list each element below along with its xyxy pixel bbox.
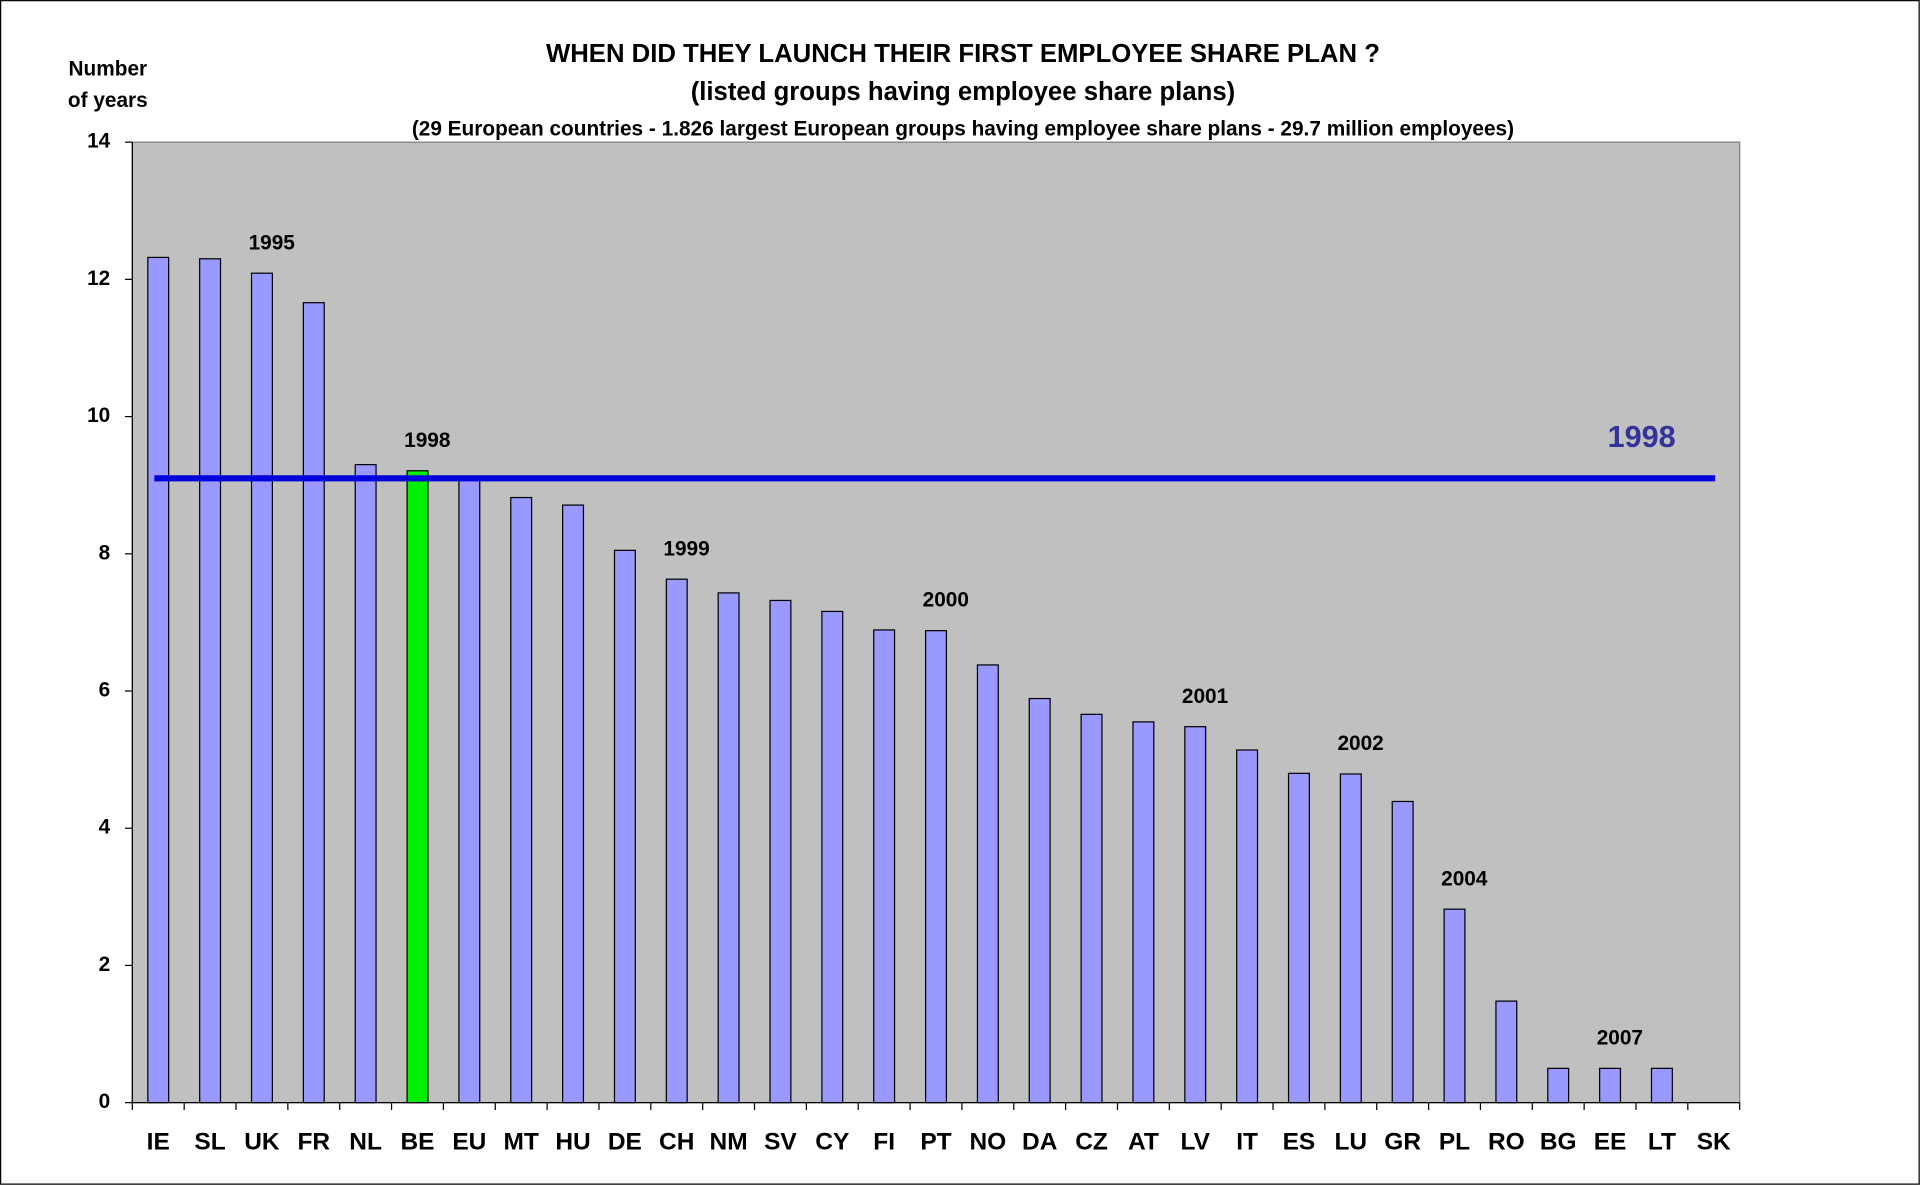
bar (250, 272, 273, 1104)
bar (769, 599, 792, 1104)
annotation: 2001 (1182, 685, 1228, 708)
annotation: 1999 (663, 537, 709, 560)
chart-subtitle: (29 European countries - 1.826 largest E… (412, 117, 1514, 140)
chart-title: (listed groups having employee share pla… (691, 78, 1236, 106)
y-tick-label: 8 (99, 541, 111, 564)
x-tick-label: GR (1384, 1129, 1421, 1156)
x-tick-label: LV (1181, 1129, 1211, 1156)
bar (1236, 749, 1259, 1104)
x-tick-label: BG (1540, 1129, 1577, 1156)
x-tick-label: PL (1439, 1129, 1470, 1156)
x-tick-label: SL (194, 1129, 225, 1156)
y-tick-label: 6 (99, 679, 111, 702)
x-tick-label: NL (349, 1129, 382, 1156)
bar (1287, 772, 1310, 1104)
x-tick-label: LU (1334, 1129, 1367, 1156)
bar (1339, 773, 1362, 1104)
x-tick-label: NM (710, 1129, 748, 1156)
bar (1028, 697, 1051, 1104)
x-tick-label: IT (1236, 1129, 1258, 1156)
bar (665, 578, 688, 1104)
bar (1391, 800, 1414, 1104)
y-tick-label: 14 (87, 130, 111, 153)
x-tick-label: RO (1488, 1129, 1525, 1156)
bar (976, 664, 999, 1104)
y-tick-label: 4 (99, 816, 111, 839)
bar (717, 592, 740, 1104)
annotation: 2002 (1337, 732, 1383, 755)
bar (406, 470, 429, 1104)
x-tick-label: AT (1128, 1129, 1159, 1156)
bar (924, 630, 948, 1104)
y-tick-label: 10 (87, 404, 110, 427)
x-tick-label: DE (608, 1129, 642, 1156)
y-tick-label: 0 (99, 1090, 111, 1113)
annotation: 1995 (249, 231, 295, 254)
x-tick-label: HU (555, 1129, 590, 1156)
bar (562, 504, 585, 1104)
bar (1547, 1067, 1570, 1104)
x-tick-label: ES (1283, 1129, 1316, 1156)
annotation: 2000 (923, 589, 969, 612)
reference-label: 1998 (1608, 420, 1676, 454)
bar (1650, 1067, 1673, 1104)
x-tick-label: CH (659, 1129, 694, 1156)
bar (1443, 908, 1466, 1104)
x-tick-label: IE (147, 1129, 170, 1156)
x-tick-label: UK (244, 1129, 280, 1156)
bar (873, 629, 896, 1104)
x-tick-label: FI (873, 1129, 895, 1156)
bar (302, 302, 325, 1104)
bar (1132, 721, 1155, 1104)
x-tick-label: CZ (1075, 1129, 1108, 1156)
bar (199, 258, 222, 1104)
y-tick-label: 12 (87, 267, 110, 290)
x-tick-label: CY (815, 1129, 849, 1156)
chart-title: WHEN DID THEY LAUNCH THEIR FIRST EMPLOYE… (546, 40, 1380, 68)
annotation: 1998 (404, 429, 450, 452)
bar (147, 256, 170, 1104)
y-axis-label: of years (68, 89, 148, 112)
bar (613, 549, 636, 1104)
y-tick-label: 2 (99, 953, 111, 976)
bar (1080, 713, 1103, 1104)
x-tick-label: MT (504, 1129, 539, 1156)
bar (510, 496, 533, 1104)
bar (354, 463, 377, 1104)
bar (1495, 1000, 1518, 1104)
x-tick-label: SV (764, 1129, 797, 1156)
bar (821, 610, 844, 1104)
x-tick-label: FR (297, 1129, 330, 1156)
x-tick-label: EU (452, 1129, 486, 1156)
x-tick-label: DA (1022, 1129, 1058, 1156)
x-tick-label: PT (920, 1129, 951, 1156)
x-tick-label: SK (1697, 1129, 1731, 1156)
bar (1599, 1067, 1622, 1104)
x-tick-label: LT (1648, 1129, 1676, 1156)
annotation: 2007 (1597, 1026, 1643, 1049)
x-tick-label: BE (400, 1129, 434, 1156)
y-axis-label: Number (68, 57, 147, 80)
x-tick-label: NO (969, 1129, 1006, 1156)
bar (458, 477, 481, 1104)
x-tick-label: EE (1594, 1129, 1627, 1156)
annotation: 2004 (1441, 867, 1488, 890)
bar (1184, 726, 1207, 1104)
